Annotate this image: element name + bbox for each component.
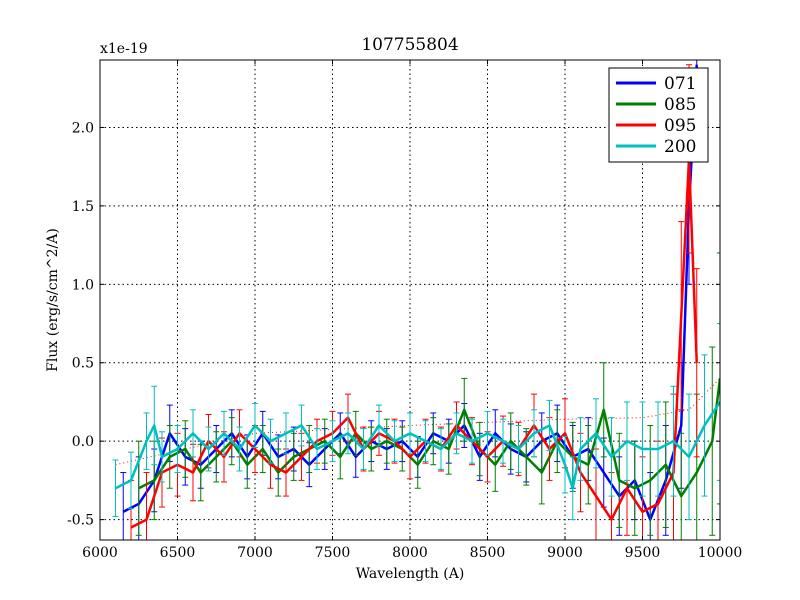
legend-label-071: 071 <box>664 74 696 94</box>
reference-line-layer <box>115 378 720 466</box>
y-multiplier-label: x1e-19 <box>100 41 148 57</box>
y-tick-label: 2.0 <box>72 120 94 136</box>
x-tick-label: 7000 <box>237 545 273 561</box>
x-tick-label: 6000 <box>82 545 118 561</box>
series-085 <box>135 252 720 540</box>
y-tick-label: 0.0 <box>72 434 94 450</box>
legend-entry-200: 200 <box>616 137 696 157</box>
x-axis-label: Wavelength (A) <box>356 566 465 582</box>
legend-label-095: 095 <box>664 116 696 136</box>
legend-label-085: 085 <box>664 95 696 115</box>
series-layer <box>112 60 720 540</box>
series-line-085 <box>138 378 720 498</box>
x-tick-label: 10000 <box>698 545 743 561</box>
y-tick-label: 1.0 <box>72 277 94 293</box>
series-200 <box>112 323 720 521</box>
legend-label-200: 200 <box>664 137 696 157</box>
legend: 071 085 095 200 <box>608 67 709 163</box>
legend-entry-095: 095 <box>616 116 696 136</box>
reference-line <box>115 378 720 466</box>
legend-entry-071: 071 <box>616 74 696 94</box>
series-line-200 <box>114 401 720 490</box>
plot-frame <box>99 59 721 541</box>
x-tick-label: 6500 <box>160 545 196 561</box>
y-tick-label: -0.5 <box>67 513 94 529</box>
y-axis-label: Flux (erg/s/cm^2/A) <box>45 228 61 372</box>
x-tick-label: 8500 <box>470 545 506 561</box>
grid <box>100 60 720 540</box>
legend-entry-085: 085 <box>616 95 696 115</box>
chart-title: 107755804 <box>361 35 458 55</box>
x-tick-label: 7500 <box>315 545 351 561</box>
y-tick-label: 1.5 <box>72 199 94 215</box>
ticks: 6000 6500 7000 7500 8000 8500 9000 9500 10000 -0.… <box>67 60 742 561</box>
x-tick-label: 9500 <box>625 545 661 561</box>
x-tick-label: 8000 <box>392 545 428 561</box>
y-tick-label: 0.5 <box>72 356 94 372</box>
x-tick-label: 9000 <box>547 545 583 561</box>
